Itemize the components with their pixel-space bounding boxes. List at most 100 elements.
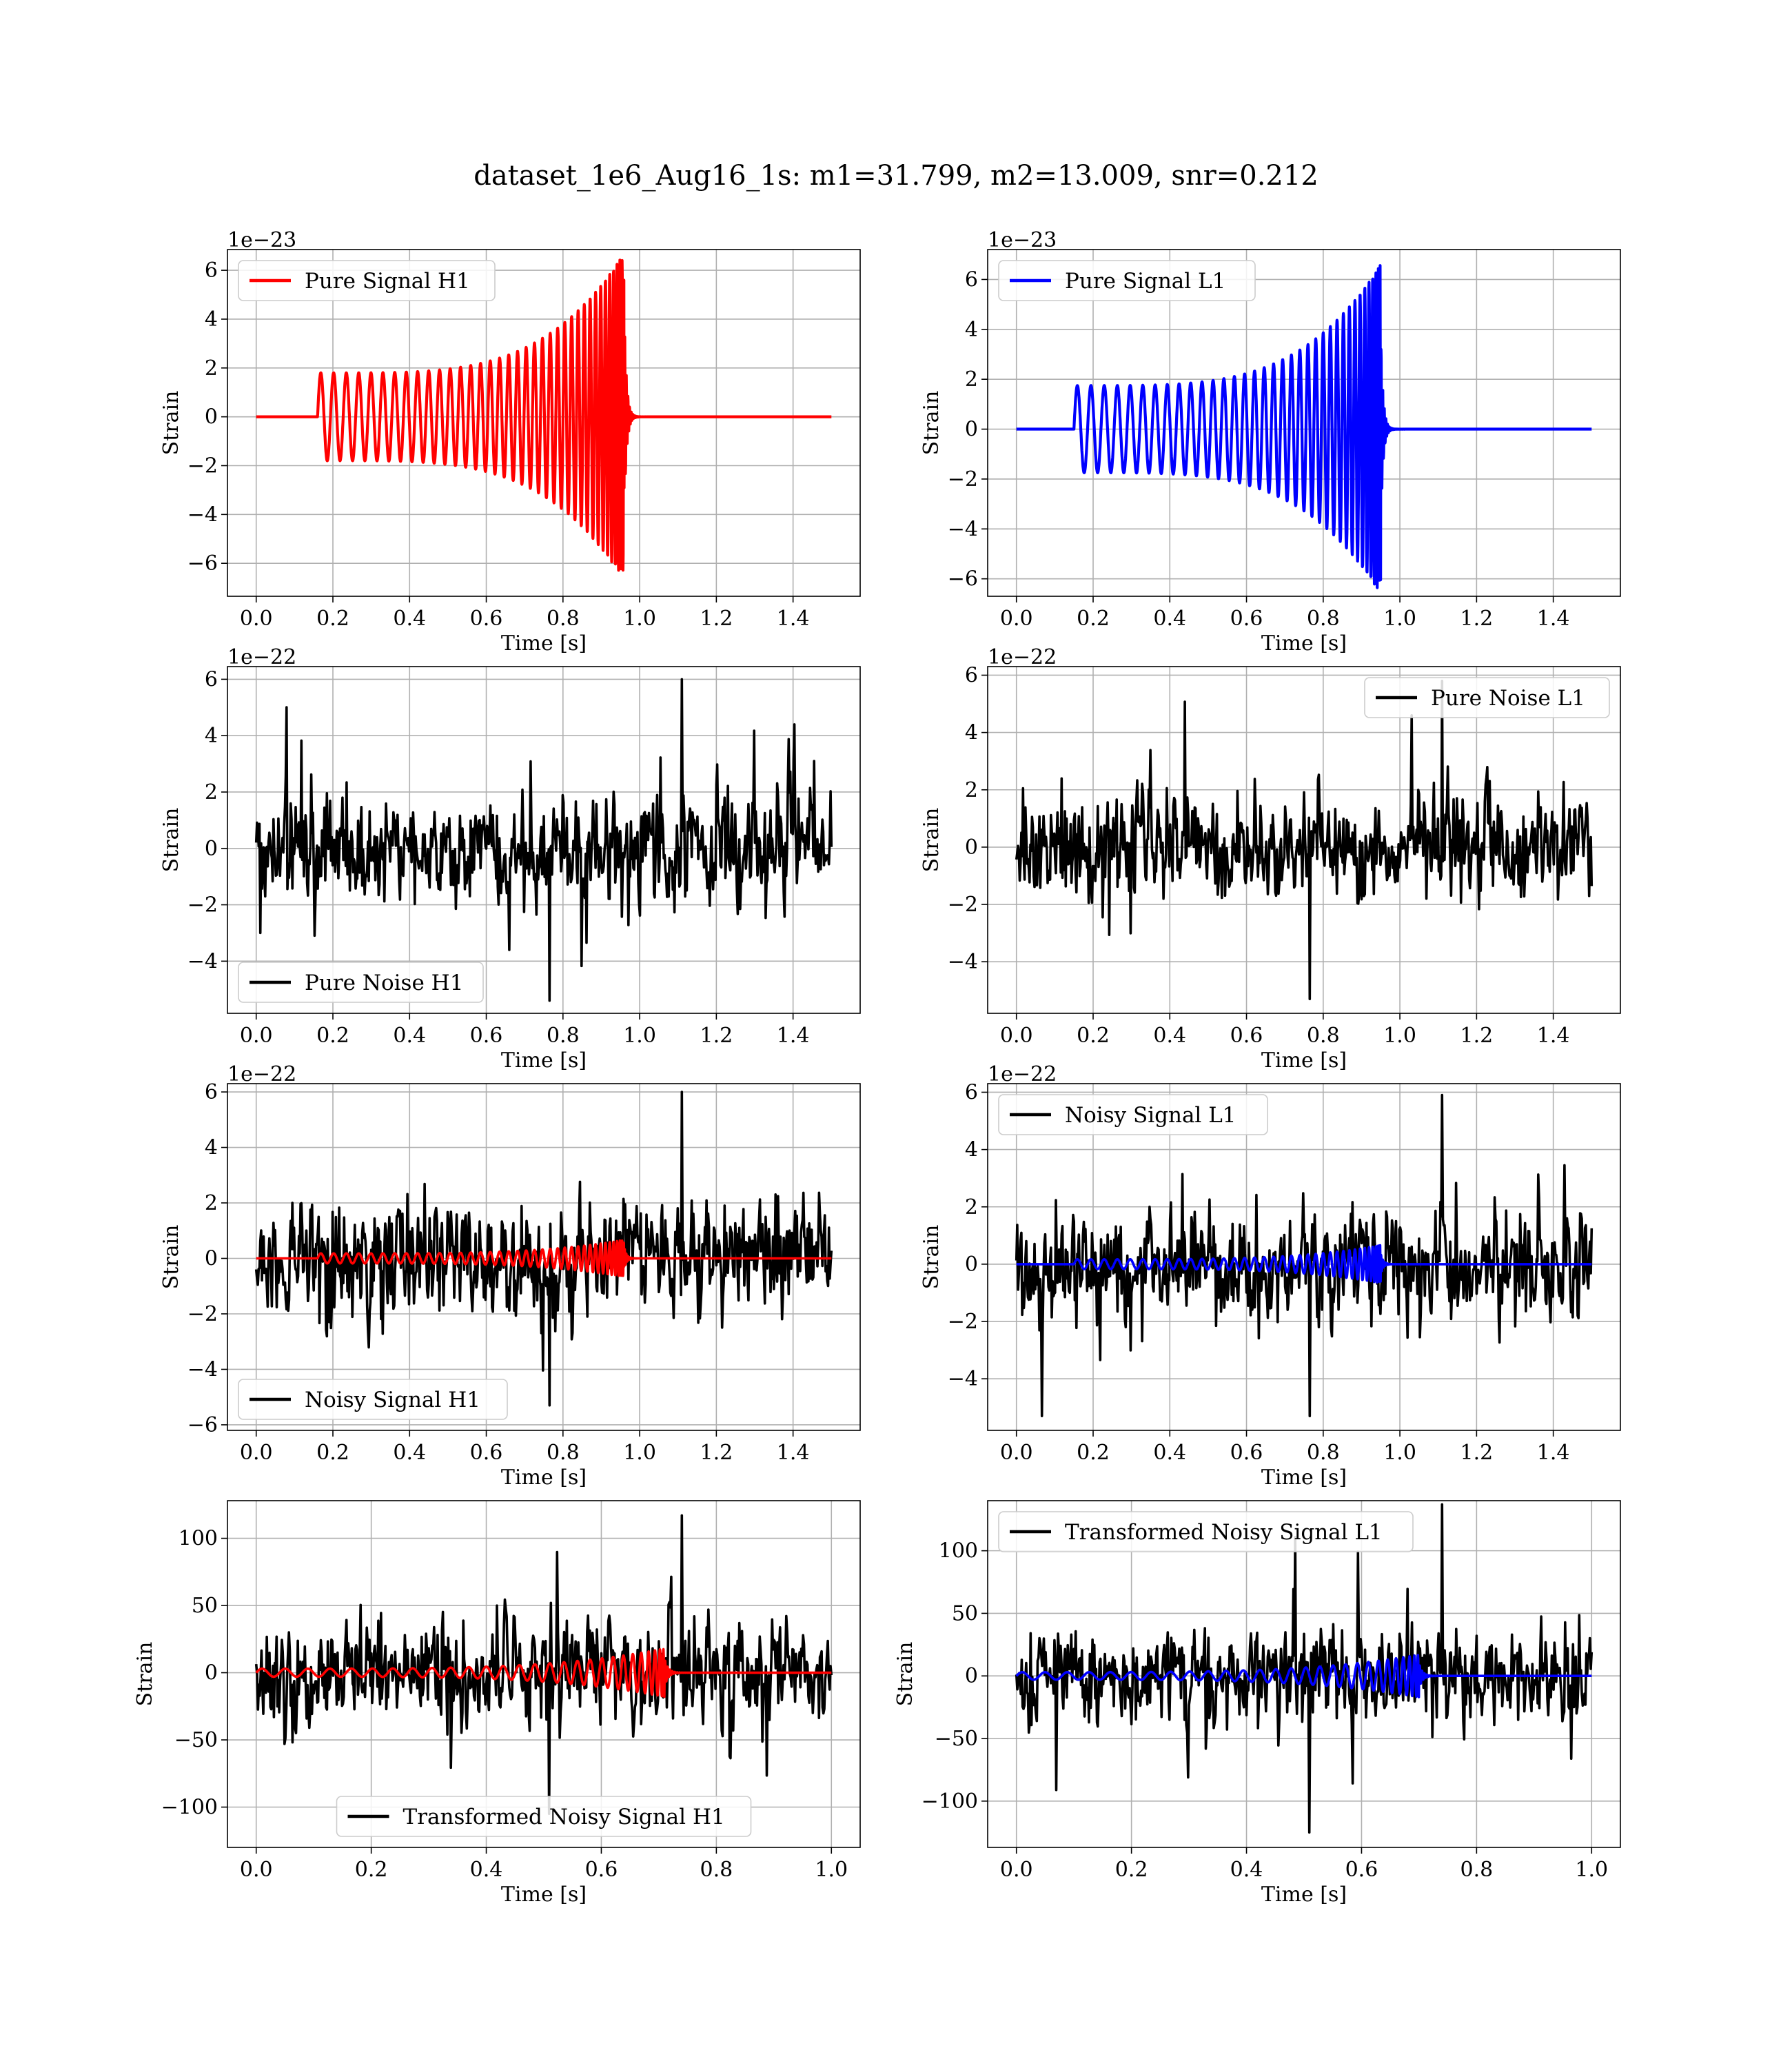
y-tick-label: −4 xyxy=(948,517,978,541)
x-tick-label: 0.4 xyxy=(1153,1441,1186,1465)
plot-area xyxy=(254,678,833,1002)
plot-area xyxy=(1015,1093,1594,1417)
x-tick-label: 0.2 xyxy=(355,1858,388,1882)
x-axis-label: Time [s] xyxy=(501,1883,587,1907)
y-axis-label: Strain xyxy=(159,808,183,873)
x-tick-label: 1.4 xyxy=(1537,607,1570,631)
x-tick-label: 0.6 xyxy=(1230,607,1263,631)
series-line xyxy=(1015,264,1594,589)
legend-box xyxy=(998,260,1256,301)
x-tick-label: 0.4 xyxy=(393,1441,426,1465)
legend-label: Pure Signal H1 xyxy=(305,269,470,294)
legend-label: Noisy Signal H1 xyxy=(305,1388,480,1412)
x-tick-label: 1.0 xyxy=(623,607,656,631)
panel-pure-signal-h1: 0.0 0.2 0.4 0.6 0.8 1.0 1.2 1.4 −6 −4 −2 0 2 4 6 Time [… xyxy=(159,228,861,656)
figure-title: dataset_1e6_Aug16_1s: m1=31.799, m2=13.0… xyxy=(474,160,1318,192)
series-line xyxy=(1015,1503,1594,1834)
y-tick-label: −100 xyxy=(922,1790,978,1814)
legend-label: Transformed Noisy Signal L1 xyxy=(1065,1520,1383,1545)
x-tick-label: 1.0 xyxy=(1383,1024,1416,1048)
x-tick-label: 0.6 xyxy=(470,1024,503,1048)
x-tick-label: 1.4 xyxy=(777,607,810,631)
y-tick-label: 6 xyxy=(205,258,218,283)
y-axis-label: Strain xyxy=(159,1225,183,1290)
panels-container: 0.0 0.2 0.4 0.6 0.8 1.0 1.2 1.4 −6 −4 −2 0 2 4 6 Time [… xyxy=(133,228,1621,1907)
series-line xyxy=(254,258,833,572)
legend-box xyxy=(238,260,496,301)
y-tick-label: 4 xyxy=(205,724,218,748)
x-tick-label: 0.6 xyxy=(470,1441,503,1465)
x-tick-label: 1.0 xyxy=(1383,1441,1416,1465)
y-tick-label: −4 xyxy=(187,949,218,973)
series-line xyxy=(1015,1654,1593,1699)
axes-frame xyxy=(227,666,861,1014)
x-tick-label: 0.0 xyxy=(240,607,273,631)
axes-frame xyxy=(987,666,1621,1014)
x-tick-label: 0.6 xyxy=(470,607,503,631)
x-axis-label: Time [s] xyxy=(501,1048,587,1073)
legend-box xyxy=(1364,677,1610,718)
series-line xyxy=(254,1091,833,1407)
y-tick-label: 0 xyxy=(205,1661,218,1685)
x-tick-label: 0.8 xyxy=(1307,607,1340,631)
legend: Pure Noise H1 xyxy=(238,962,484,1003)
axis-offset-label: 1e−23 xyxy=(988,228,1057,252)
x-tick-label: 0.0 xyxy=(1000,607,1033,631)
legend-label: Pure Noise H1 xyxy=(305,971,463,995)
y-tick-label: −50 xyxy=(935,1727,978,1751)
x-tick-label: 0.2 xyxy=(1077,607,1110,631)
axes-frame xyxy=(227,1083,861,1431)
y-axis-label: Strain xyxy=(919,1225,944,1290)
y-tick-label: 100 xyxy=(939,1539,978,1563)
y-tick-label: 2 xyxy=(965,778,978,802)
panel-transformed-noisy-signal-l1: 0.0 0.2 0.4 0.6 0.8 1.0 −100 −50 0 50 100 Time [s] S… xyxy=(893,1500,1621,1907)
x-tick-label: 1.2 xyxy=(1460,1441,1494,1465)
y-tick-label: 100 xyxy=(179,1527,218,1551)
y-tick-label: 4 xyxy=(965,318,978,342)
panel-pure-signal-l1: 0.0 0.2 0.4 0.6 0.8 1.0 1.2 1.4 −6 −4 −2 0 2 4 6 Time [… xyxy=(919,228,1621,656)
x-tick-label: 1.4 xyxy=(1537,1441,1570,1465)
y-tick-label: 50 xyxy=(952,1601,978,1625)
x-tick-label: 0.8 xyxy=(547,607,580,631)
y-tick-label: 4 xyxy=(205,307,218,332)
y-tick-label: 2 xyxy=(205,1191,218,1215)
x-tick-label: 1.0 xyxy=(1575,1858,1608,1882)
x-tick-label: 0.6 xyxy=(585,1858,618,1882)
x-tick-label: 1.0 xyxy=(623,1024,656,1048)
y-tick-label: 0 xyxy=(965,1253,978,1277)
y-tick-label: 2 xyxy=(965,367,978,392)
axes-frame xyxy=(987,1083,1621,1431)
panel-transformed-noisy-signal-h1: 0.0 0.2 0.4 0.6 0.8 1.0 −100 −50 0 50 100 Time [s] S… xyxy=(133,1500,861,1907)
y-tick-label: −100 xyxy=(161,1796,218,1820)
y-tick-label: 4 xyxy=(205,1136,218,1160)
x-tick-label: 1.2 xyxy=(1460,607,1494,631)
panel-noisy-signal-h1: 0.0 0.2 0.4 0.6 0.8 1.0 1.2 1.4 −6 −4 −2 0 2 4 6 Time [… xyxy=(159,1062,861,1490)
y-tick-label: −6 xyxy=(187,551,218,576)
legend: Noisy Signal L1 xyxy=(998,1094,1268,1135)
x-tick-label: 1.0 xyxy=(623,1441,656,1465)
y-tick-label: −4 xyxy=(948,1367,978,1391)
y-tick-label: 2 xyxy=(965,1195,978,1219)
x-tick-label: 0.8 xyxy=(1307,1441,1340,1465)
legend-label: Pure Signal L1 xyxy=(1065,269,1225,294)
legend-box xyxy=(336,1796,752,1837)
x-tick-label: 1.4 xyxy=(1537,1024,1570,1048)
x-tick-label: 0.0 xyxy=(1000,1024,1033,1048)
axis-offset-label: 1e−22 xyxy=(227,645,296,669)
x-axis-label: Time [s] xyxy=(501,631,587,656)
axis-offset-label: 1e−22 xyxy=(227,1062,296,1086)
plot-area xyxy=(1015,1503,1594,1834)
x-tick-label: 1.0 xyxy=(815,1858,848,1882)
series-line xyxy=(1015,680,1594,1000)
x-axis-label: Time [s] xyxy=(1261,631,1347,656)
x-tick-label: 0.2 xyxy=(1077,1441,1110,1465)
axes-frame xyxy=(987,1500,1621,1848)
y-tick-label: 0 xyxy=(965,835,978,860)
axis-offset-label: 1e−22 xyxy=(988,1062,1057,1086)
x-tick-label: 0.6 xyxy=(1345,1858,1378,1882)
legend-box xyxy=(238,1379,508,1420)
axes-frame xyxy=(227,1500,861,1848)
panel-pure-noise-h1: 0.0 0.2 0.4 0.6 0.8 1.0 1.2 1.4 −4 −2 0 2 4 6 Time [s]… xyxy=(159,645,861,1073)
panel-pure-noise-l1: 0.0 0.2 0.4 0.6 0.8 1.0 1.2 1.4 −4 −2 0 2 4 6 Time [s]… xyxy=(919,645,1621,1073)
legend-box xyxy=(238,962,484,1003)
